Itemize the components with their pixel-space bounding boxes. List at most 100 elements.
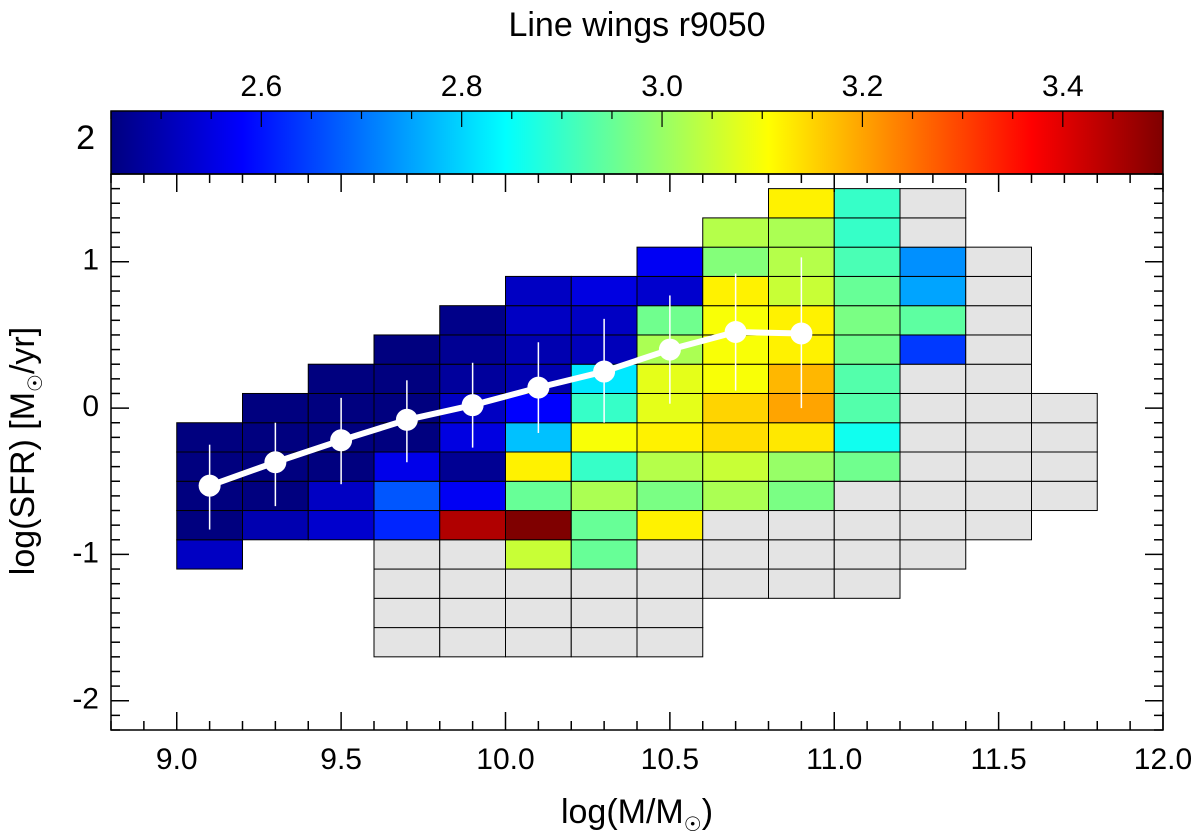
heatmap-cell — [570, 539, 638, 570]
heatmap-cell — [242, 510, 309, 541]
colorbar-ticks — [110, 111, 1164, 127]
colorbar-tick-label: 3.0 — [641, 70, 683, 103]
heatmap-cell — [899, 422, 967, 453]
y-axis-label: log(SFR) [M☉/yr] — [4, 327, 47, 575]
heatmap-cell — [833, 217, 901, 248]
heatmap-cell — [570, 451, 638, 482]
heatmap-cell — [833, 422, 901, 453]
heatmap-cell — [965, 392, 1032, 424]
heatmap-cell — [1031, 451, 1098, 482]
heatmap-cell — [373, 334, 441, 365]
heatmap-cell — [833, 480, 901, 512]
heatmap-cell — [833, 392, 901, 424]
heatmap-cell — [702, 480, 769, 512]
heatmap-cell — [373, 627, 441, 658]
heatmap-cell — [899, 246, 967, 277]
heatmap-cell — [833, 568, 901, 599]
heatmap-cell — [636, 246, 704, 277]
heatmap-cell — [768, 539, 835, 570]
median-point — [198, 474, 221, 497]
median-point — [658, 338, 681, 361]
x-axis-label: log(M/M☉) — [561, 793, 713, 836]
heatmap-cell — [899, 510, 967, 541]
heatmap-cells — [176, 188, 1098, 658]
heatmap-cell — [570, 627, 638, 658]
heatmap-cell — [965, 334, 1032, 365]
heatmap-cell — [439, 627, 506, 658]
heatmap-cell — [899, 188, 967, 219]
heatmap-cell — [702, 539, 769, 570]
heatmap-cell — [505, 568, 572, 599]
heatmap-cell — [570, 480, 638, 512]
heatmap-cell — [899, 275, 967, 307]
heatmap-cell — [176, 539, 243, 570]
x-tick-label: 12.0 — [1134, 743, 1192, 776]
heatmap-cell — [505, 539, 572, 570]
heatmap-cell — [439, 480, 506, 512]
heatmap-cell — [636, 539, 704, 570]
heatmap-cell — [505, 597, 572, 629]
heatmap-cell — [702, 217, 769, 248]
y-tick-label: 0 — [82, 390, 99, 423]
heatmap-cell — [702, 246, 769, 277]
colorbar-tick-label: 2.8 — [441, 70, 483, 103]
heatmap-cell — [833, 539, 901, 570]
x-tick-label: 10.5 — [641, 743, 699, 776]
heatmap-cell — [899, 334, 967, 365]
heatmap-cell — [242, 392, 309, 424]
median-point — [395, 408, 418, 431]
heatmap-cell — [505, 510, 572, 541]
heatmap-cell — [307, 510, 375, 541]
x-tick-label: 9.5 — [320, 743, 362, 776]
heatmap-cell — [439, 539, 506, 570]
heatmap-cell — [636, 568, 704, 599]
heatmap-cell — [833, 510, 901, 541]
heatmap-cell — [899, 217, 967, 248]
x-tick-label: 11.5 — [971, 743, 1027, 776]
heatmap-cell — [1031, 422, 1098, 453]
heatmap-cell — [373, 510, 441, 541]
median-point — [330, 429, 353, 452]
y-tick-label: -2 — [72, 683, 99, 716]
heatmap-cell — [505, 305, 572, 336]
colorbar-side-label: 2 — [76, 119, 95, 157]
median-point — [724, 321, 747, 344]
heatmap-cell — [899, 305, 967, 336]
median-point — [264, 451, 287, 474]
heatmap-cell — [505, 480, 572, 512]
heatmap-cell — [768, 510, 835, 541]
heatmap-cell — [899, 539, 967, 570]
heatmap-cell — [768, 422, 835, 453]
x-tick-labels: 9.0 9.5 10.0 10.5 11.0 11.5 12.0 — [156, 743, 1192, 776]
heatmap-cell — [439, 334, 506, 365]
heatmap-cell — [636, 627, 704, 658]
colorbar-tick-labels: 2.6 2.8 3.0 3.2 3.4 — [240, 70, 1083, 103]
heatmap-cell — [702, 451, 769, 482]
heatmap-cell — [373, 480, 441, 512]
x-tick-label: 10.0 — [476, 743, 534, 776]
heatmap-cell — [505, 275, 572, 307]
median-point — [593, 360, 616, 383]
heatmap-cell — [570, 597, 638, 629]
heatmap-cell — [768, 480, 835, 512]
heatmap-cell — [702, 392, 769, 424]
heatmap-cell — [833, 363, 901, 394]
heatmap-cell — [636, 510, 704, 541]
heatmap-cell — [373, 539, 441, 570]
heatmap-cell — [373, 568, 441, 599]
heatmap-cell — [965, 363, 1032, 394]
heatmap-cell — [899, 363, 967, 394]
heatmap-cell — [439, 451, 506, 482]
heatmap-cell — [702, 510, 769, 541]
heatmap-cell — [965, 510, 1032, 541]
median-point — [790, 322, 813, 345]
heatmap-cell — [636, 480, 704, 512]
heatmap-cell — [768, 568, 835, 599]
heatmap-cell — [1031, 480, 1098, 512]
heatmap-cell — [702, 422, 769, 453]
heatmap-cell — [307, 480, 375, 512]
heatmap-cell — [570, 275, 638, 307]
heatmap-cell — [833, 246, 901, 277]
colorbar-tick-label: 3.4 — [1042, 70, 1084, 103]
